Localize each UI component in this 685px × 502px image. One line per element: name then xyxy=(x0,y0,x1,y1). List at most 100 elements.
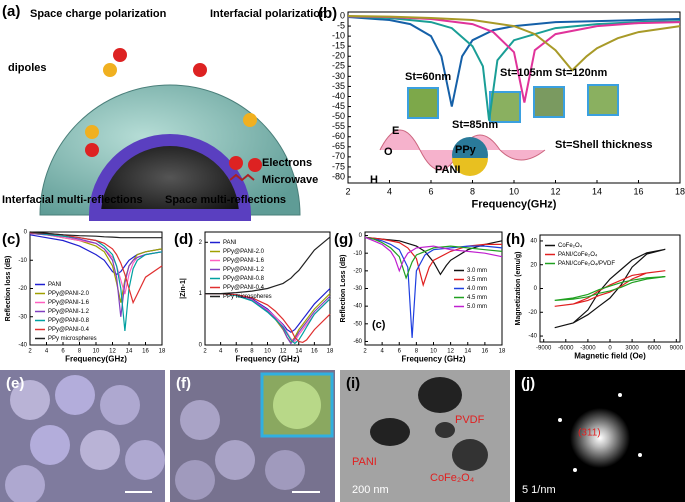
annotation: St=85nm xyxy=(452,119,498,131)
y-tick-label: -15 xyxy=(332,41,345,51)
legend-label: PPy@PANI-1.6 xyxy=(48,300,90,306)
panel-i: (i) PVDF PANI CoFe₂O₄ 200 nm xyxy=(340,370,510,502)
spot xyxy=(573,468,577,472)
x-tick-label: 2 xyxy=(203,349,207,355)
x-tick-label: 4 xyxy=(387,186,392,196)
y-axis-title: Reflection Loss (dB) xyxy=(340,254,347,322)
charge xyxy=(103,63,117,77)
particle-shell xyxy=(452,158,488,176)
x-tick-label: 12 xyxy=(280,349,287,355)
annotation: Space charge polarization xyxy=(30,8,167,20)
legend-label: PPy@PANI-0.4 xyxy=(48,327,90,333)
sphere xyxy=(215,440,255,480)
y-tick-label: -60 xyxy=(332,131,345,141)
annotation: (311) xyxy=(578,428,601,439)
x-tick-label: 18 xyxy=(675,186,685,196)
y-tick-label: -50 xyxy=(332,111,345,121)
panel-label: (g) xyxy=(334,231,353,248)
annotation: Space multi-reflections xyxy=(165,194,286,206)
y-tick-label: -75 xyxy=(332,161,345,171)
annotation: Electrons xyxy=(262,157,312,169)
series-line xyxy=(29,232,163,305)
series-line xyxy=(554,276,666,301)
charge xyxy=(243,113,257,127)
panel-label: (j) xyxy=(521,375,535,392)
annotation: Microwave xyxy=(262,174,318,186)
spot xyxy=(618,393,622,397)
annotation: Interfacial multi-reflections xyxy=(2,194,143,206)
x-tick-label: 4 xyxy=(45,349,49,355)
y-tick-label: -10 xyxy=(353,251,362,257)
sphere xyxy=(175,460,215,500)
y-tick-label: -20 xyxy=(353,268,362,274)
panel-label: (h) xyxy=(506,231,525,248)
x-tick-label: 14 xyxy=(295,349,302,355)
x-tick-label: 6 xyxy=(235,349,239,355)
sphere xyxy=(265,450,305,490)
scale-label: 200 nm xyxy=(352,484,389,496)
core xyxy=(88,134,252,221)
legend-label: PPy@PANI-1.6 xyxy=(223,258,265,264)
annotation: CoFe₂O₄ xyxy=(430,472,475,484)
charge xyxy=(85,125,99,139)
series-line xyxy=(347,15,681,72)
y-tick-label: -20 xyxy=(528,310,537,316)
series-line xyxy=(364,236,503,338)
legend-electron xyxy=(229,156,243,170)
series-line xyxy=(347,15,681,121)
y-tick-label: -35 xyxy=(332,81,345,91)
particle xyxy=(370,418,410,446)
y-tick-label: 0 xyxy=(340,10,345,20)
annotation: St=120nm xyxy=(555,67,607,79)
series-line xyxy=(205,293,331,345)
particle xyxy=(452,439,488,471)
y-tick-label: 0 xyxy=(359,233,363,239)
series-line xyxy=(554,248,666,329)
panel-label: (a) xyxy=(2,3,20,20)
panel-label: (b) xyxy=(318,5,337,22)
legend-label: 5.0 mm xyxy=(467,304,487,310)
legend-label: 3.5 mm xyxy=(467,277,487,283)
annotation: Interfacial polarization xyxy=(210,8,327,20)
sphere xyxy=(10,380,50,420)
series-line xyxy=(364,236,503,276)
y-tick-label: -10 xyxy=(332,31,345,41)
y-tick-label: -30 xyxy=(353,286,362,292)
series-line xyxy=(554,270,666,307)
y-tick-label: -50 xyxy=(353,321,362,327)
x-tick-label: 4 xyxy=(219,349,223,355)
annotation: E xyxy=(392,125,399,137)
x-axis-title: Magnetic field (Oe) xyxy=(574,352,646,361)
panel-f: (f) xyxy=(170,370,335,502)
sem-inset xyxy=(533,86,565,118)
y-tick-label: -60 xyxy=(353,339,362,345)
x-tick-label: 12 xyxy=(550,186,560,196)
x-tick-label: 6 xyxy=(61,349,65,355)
legend-label: PANI xyxy=(223,240,237,246)
x-tick-label: 14 xyxy=(464,349,471,355)
series-line xyxy=(205,293,331,344)
annotation: St=105nm xyxy=(500,67,552,79)
y-tick-label: -65 xyxy=(332,141,345,151)
y-tick-label: -20 xyxy=(332,51,345,61)
y-axis-title: Reflection loss (dB) xyxy=(5,256,12,322)
series-line xyxy=(205,236,331,295)
legend-label: PPy microspheres xyxy=(223,294,272,300)
x-tick-label: 16 xyxy=(311,349,318,355)
annotation: PANI xyxy=(352,456,377,468)
x-tick-label: 10 xyxy=(509,186,519,196)
spot xyxy=(638,453,642,457)
y-tick-label: -40 xyxy=(332,91,345,101)
y-tick-label: 40 xyxy=(530,239,537,245)
x-axis-title: Frequency (GHz) xyxy=(235,355,299,364)
legend-label: PANI/CoFe₂O₄ xyxy=(558,252,598,258)
sem-inset xyxy=(587,84,619,116)
y-tick-label: 0 xyxy=(24,230,28,236)
annotation: O xyxy=(384,146,393,158)
y-tick-label: -45 xyxy=(332,101,345,111)
y-tick-label: -10 xyxy=(18,258,27,264)
panel-label: (i) xyxy=(346,375,360,392)
x-tick-label: 10 xyxy=(93,349,100,355)
x-tick-label: 14 xyxy=(126,349,133,355)
